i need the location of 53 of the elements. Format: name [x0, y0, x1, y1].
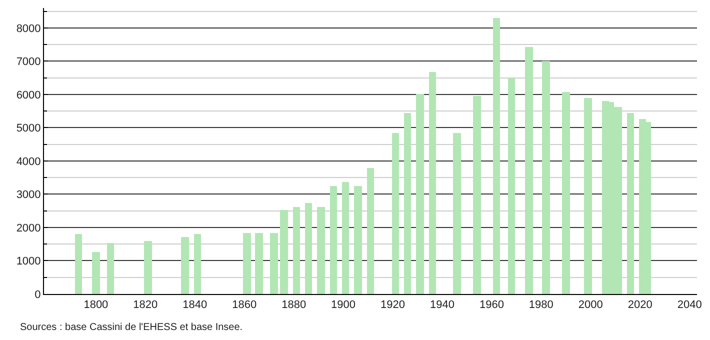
x-tick-label: 1860: [232, 299, 257, 312]
source-note: Sources : base Cassini de l'EHESS et base Insee.: [20, 322, 243, 333]
bar: [255, 233, 263, 294]
bar: [305, 203, 312, 294]
bar: [404, 113, 411, 294]
bar: [627, 113, 634, 294]
bar: [75, 234, 82, 294]
bar: [493, 18, 500, 294]
bar: [473, 96, 481, 294]
bar: [342, 182, 349, 294]
bar: [453, 133, 461, 294]
y-tick-label: 7000: [16, 56, 41, 68]
bar: [194, 234, 201, 294]
bar: [270, 233, 278, 294]
x-tick-label: 1800: [84, 299, 108, 312]
y-tick-label: 6000: [16, 89, 41, 102]
x-tick-label: 2020: [628, 299, 652, 312]
bar: [144, 241, 152, 294]
bar: [181, 237, 189, 294]
bar: [508, 78, 515, 294]
bar: [330, 186, 337, 294]
bar: [317, 207, 325, 294]
y-tick-label: 4000: [16, 156, 41, 168]
bar: [367, 168, 374, 294]
x-tick-label: 1840: [182, 299, 208, 312]
x-tick-label: 2000: [578, 299, 603, 312]
y-tick-label: 0: [34, 288, 41, 301]
bar: [243, 233, 251, 294]
bar: [584, 98, 592, 294]
x-tick-label: 1900: [331, 299, 356, 312]
x-tick-label: 1920: [380, 299, 405, 312]
y-tick-label: 2000: [16, 222, 41, 234]
x-tick-label: 2040: [677, 299, 702, 312]
x-tick-label: 1820: [133, 299, 158, 312]
x-tick-label: 1960: [479, 299, 504, 312]
y-tick-label: 8000: [16, 22, 41, 35]
bar: [429, 72, 436, 294]
bar: [280, 210, 288, 294]
bar: [416, 94, 424, 294]
bar: [392, 133, 399, 294]
x-tick-label: 1980: [528, 299, 554, 312]
y-tick-label: 3000: [16, 189, 41, 202]
bar: [92, 252, 100, 294]
bar: [562, 92, 570, 294]
y-tick-label: 1000: [16, 256, 41, 268]
bar: [293, 207, 300, 294]
bar: [525, 47, 533, 294]
bar: [107, 243, 114, 294]
bar: [354, 186, 362, 294]
x-tick-label: 1880: [282, 299, 306, 312]
y-tick-label: 5000: [16, 122, 41, 135]
x-tick-label: 1940: [430, 299, 454, 312]
bar: [542, 61, 550, 294]
